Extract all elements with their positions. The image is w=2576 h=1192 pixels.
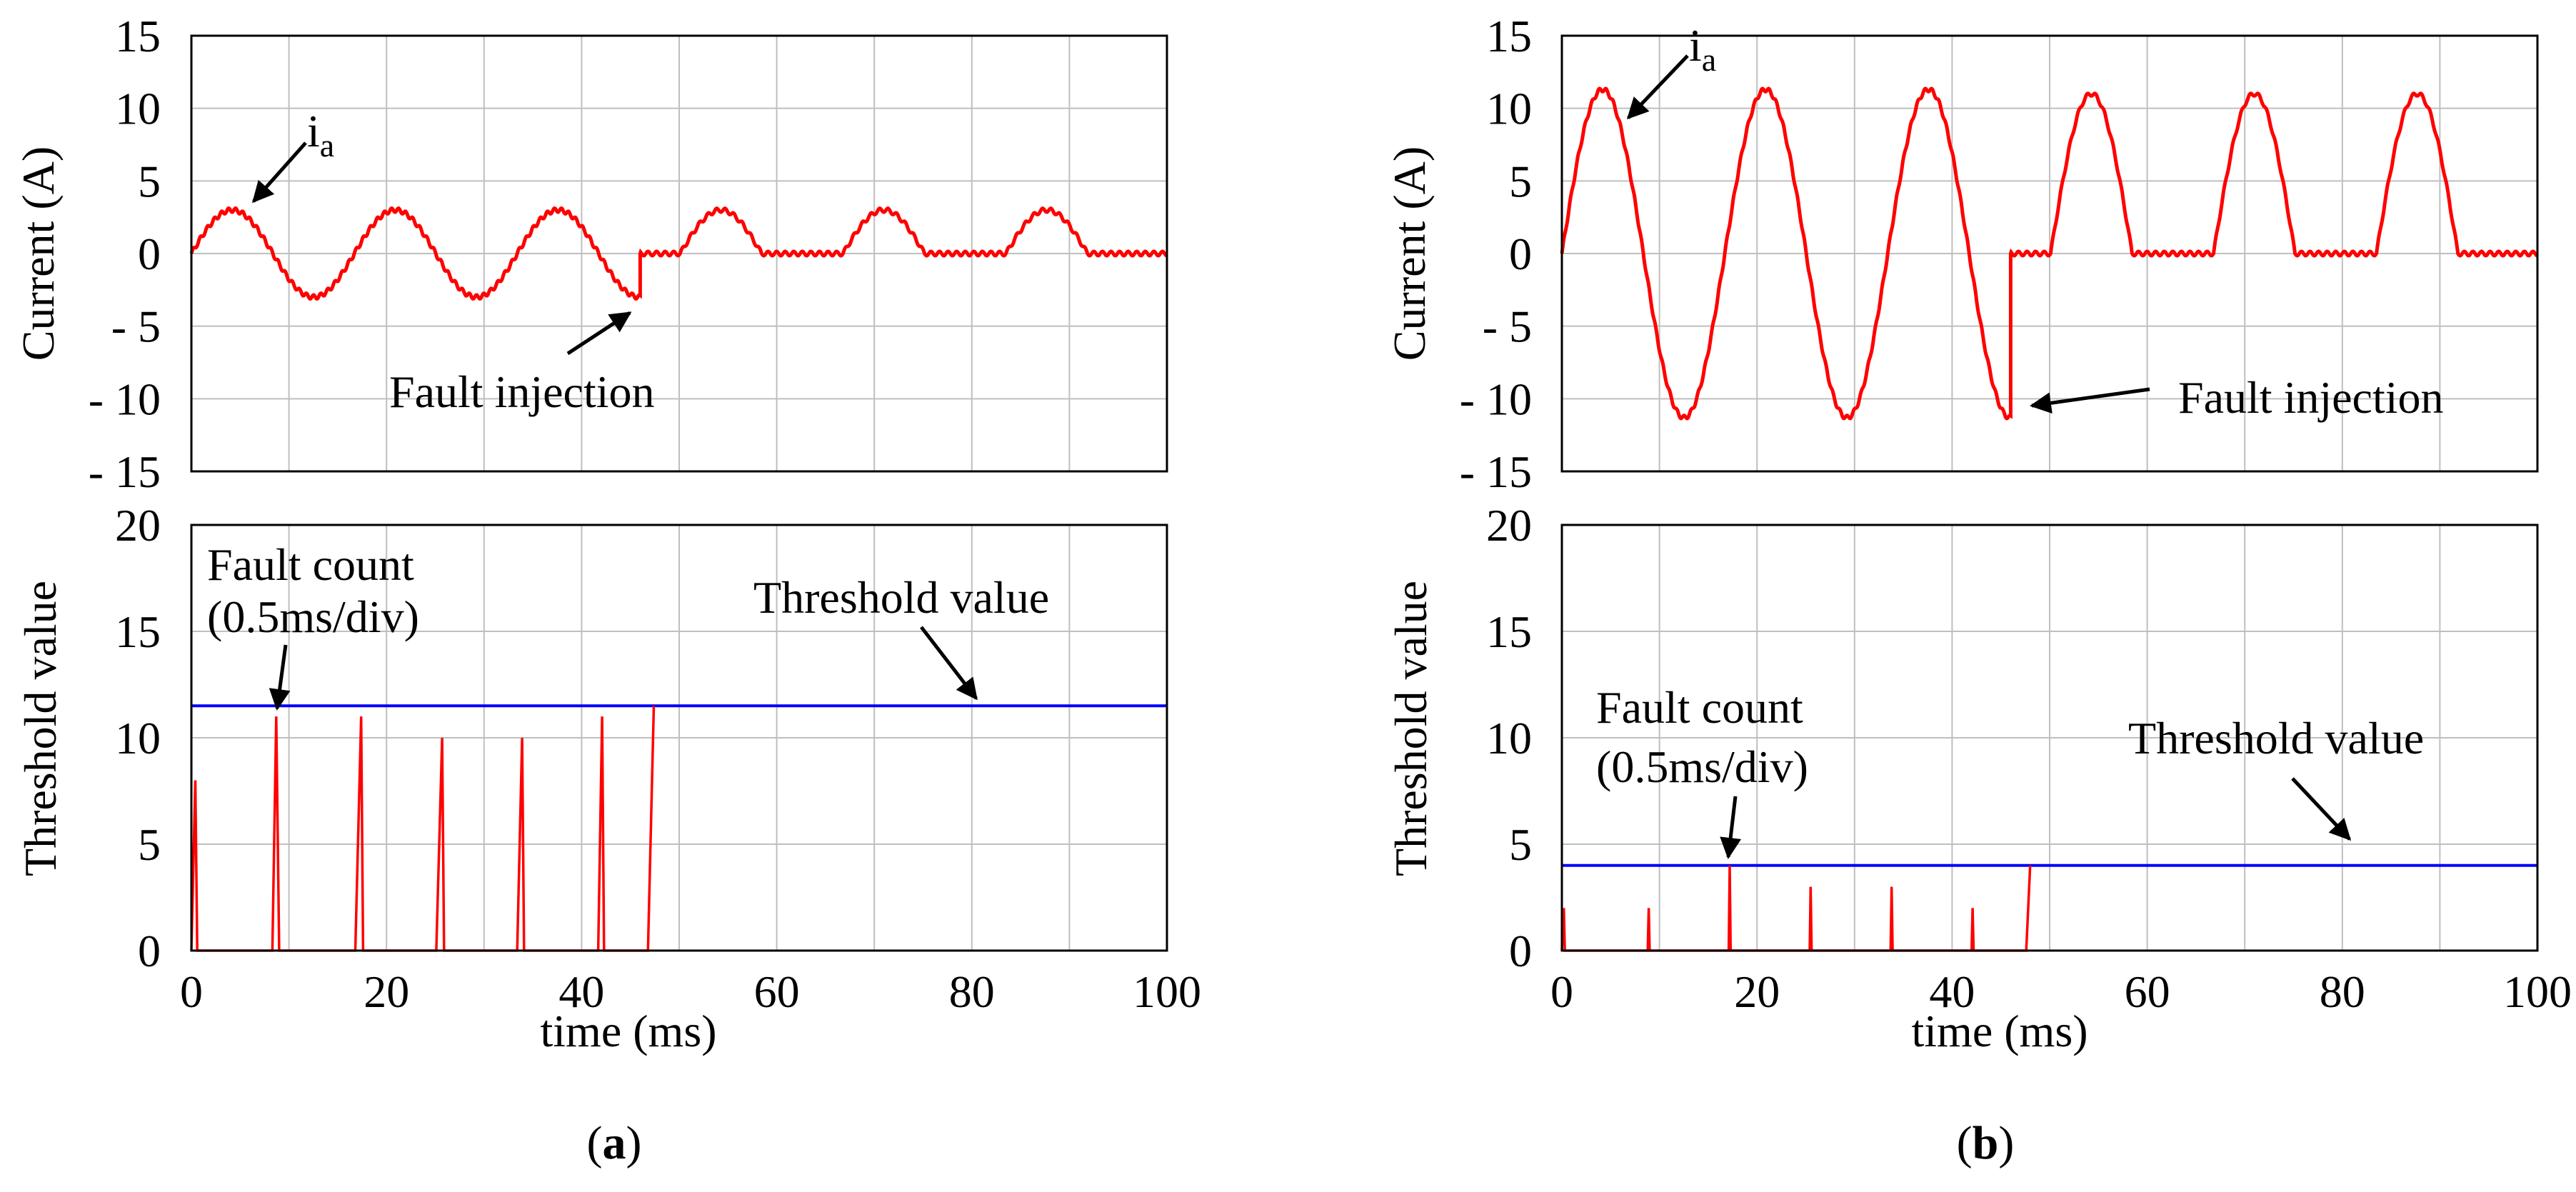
y-tick-label: - 15 [1460, 446, 1532, 497]
panel-a-fault-injection-arrow [566, 311, 632, 356]
y-tick-label: 15 [1486, 11, 1532, 61]
panel-a-threshold-label: Threshold value [753, 572, 1049, 623]
panel-b-fault-count-label: Fault count [1596, 682, 1803, 733]
panel-b-letter: (b) [1957, 1117, 2015, 1169]
panel-b-ia-arrow [1626, 54, 1689, 120]
x-tick-label: 0 [180, 966, 203, 1017]
panel-a-bottom-plot: 20 15 10 5 0 0 20 40 60 80 100 Threshold value ti… [15, 500, 1201, 1056]
panel-a-letter: (a) [587, 1117, 642, 1169]
panel-a-fault-count-arrow [269, 644, 291, 711]
y-tick-label: 10 [1486, 84, 1532, 134]
panel-a-fault-count-series [190, 706, 656, 952]
y-tick-label: 5 [138, 156, 161, 206]
panel-a-top-y-ticks: 15 10 5 0 - 5 - 10 - 15 [89, 11, 161, 497]
panel-b-top-ylabel: Current (A) [1384, 146, 1435, 361]
y-tick-label: 15 [1486, 606, 1532, 657]
y-tick-label: - 5 [111, 301, 161, 352]
panel-b-xlabel: time (ms) [1911, 1006, 2088, 1056]
panel-a-ia-label: ia [307, 106, 334, 164]
panel-a-threshold-arrow [920, 626, 978, 701]
x-tick-label: 40 [558, 966, 604, 1017]
y-tick-label: - 10 [1460, 374, 1532, 424]
y-tick-label: 15 [115, 606, 161, 657]
panel-a-ia-main: i [307, 106, 320, 156]
y-tick-label: 10 [115, 713, 161, 763]
panel-b-bottom-y-ticks: 20 15 10 5 0 [1486, 500, 1532, 976]
panel-a-current-series [189, 206, 1168, 301]
panel-b-fault-count-series [1560, 865, 2032, 952]
x-tick-label: 100 [1133, 966, 1201, 1017]
panel-b-bottom-ylabel: Threshold value [1385, 581, 1436, 876]
panel-b-current-series [1560, 86, 2538, 421]
y-tick-label: 0 [1509, 229, 1532, 279]
y-tick-label: 15 [115, 11, 161, 61]
y-tick-label: 5 [138, 819, 161, 870]
panel-b-fault-injection-arrow [2030, 387, 2150, 414]
panel-b-threshold-arrow [2291, 777, 2352, 841]
y-tick-label: 0 [138, 229, 161, 279]
panel-a-fault-injection-label: Fault injection [389, 366, 655, 417]
panel-b-ia-sub: a [1702, 41, 1716, 78]
panel-b: 15 10 5 0 - 5 - 10 - 15 Current (A) ia Fault i… [1384, 11, 2572, 1169]
panel-b-fault-injection-label: Fault injection [2178, 372, 2444, 423]
panel-b-fault-count-unit: (0.5ms/div) [1596, 741, 1808, 792]
panel-a-x-ticks: 0 20 40 60 80 100 [180, 966, 1201, 1017]
panel-a-bottom-grid [191, 525, 1167, 951]
x-tick-label: 0 [1550, 966, 1573, 1017]
x-tick-label: 100 [2503, 966, 2572, 1017]
y-tick-label: - 10 [89, 374, 161, 424]
panel-a-bottom-frame [190, 524, 1168, 952]
panel-a-top-plot: 15 10 5 0 - 5 - 10 - 15 Current (A) ia Fault i… [13, 11, 1168, 497]
y-tick-label: 5 [1509, 819, 1532, 870]
panel-a-ia-arrow [252, 141, 307, 204]
x-tick-label: 40 [1929, 966, 1975, 1017]
panel-b-top-plot: 15 10 5 0 - 5 - 10 - 15 Current (A) ia Fault i… [1384, 11, 2539, 497]
panel-b-ia-label: ia [1689, 20, 1716, 78]
panel-a-xlabel: time (ms) [540, 1006, 716, 1056]
y-tick-label: 5 [1509, 156, 1532, 206]
y-tick-label: - 5 [1483, 301, 1532, 352]
x-tick-label: 20 [1734, 966, 1780, 1017]
panel-a-bottom-y-ticks: 20 15 10 5 0 [115, 500, 161, 976]
y-tick-label: 10 [115, 84, 161, 134]
panel-a-ia-sub: a [320, 127, 334, 164]
panel-b-fault-count-arrow [1720, 796, 1742, 859]
x-tick-label: 20 [364, 966, 409, 1017]
x-tick-label: 80 [2320, 966, 2365, 1017]
x-tick-label: 60 [2125, 966, 2170, 1017]
panel-a-fault-count-label: Fault count [207, 539, 414, 590]
panel-b-x-ticks: 0 20 40 60 80 100 [1550, 966, 2572, 1017]
y-tick-label: 10 [1486, 713, 1532, 763]
y-tick-label: 0 [138, 926, 161, 976]
panel-b-bottom-plot: 20 15 10 5 0 0 20 40 60 80 100 Threshold value ti… [1385, 500, 2572, 1056]
panel-a-bottom-ylabel: Threshold value [15, 581, 66, 876]
panel-b-ia-main: i [1689, 20, 1702, 71]
panel-a-top-frame [190, 34, 1168, 473]
panel-a: 15 10 5 0 - 5 - 10 - 15 Current (A) ia Fault i… [13, 11, 1201, 1169]
panel-b-bottom-frame [1560, 524, 2539, 952]
panel-b-top-frame [1560, 34, 2539, 473]
x-tick-label: 60 [754, 966, 800, 1017]
y-tick-label: 20 [115, 500, 161, 551]
panel-b-threshold-label: Threshold value [2128, 713, 2424, 763]
panel-b-top-y-ticks: 15 10 5 0 - 5 - 10 - 15 [1460, 11, 1532, 497]
panel-a-fault-count-unit: (0.5ms/div) [207, 591, 419, 642]
y-tick-label: 20 [1486, 500, 1532, 551]
y-tick-label: 0 [1509, 926, 1532, 976]
x-tick-label: 80 [949, 966, 995, 1017]
y-tick-label: - 15 [89, 446, 161, 497]
panel-a-top-ylabel: Current (A) [13, 146, 64, 361]
